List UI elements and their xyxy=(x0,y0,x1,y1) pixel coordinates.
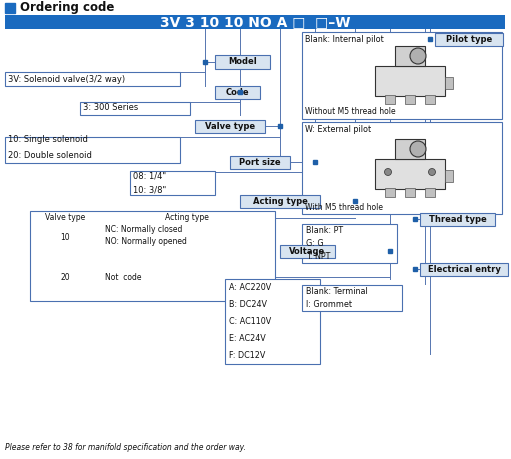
Text: 08: 1/4": 08: 1/4" xyxy=(133,172,166,180)
Text: Valve type: Valve type xyxy=(45,213,85,223)
Text: Please refer to 38 for manifold specification and the order way.: Please refer to 38 for manifold specific… xyxy=(5,442,246,452)
Circle shape xyxy=(410,48,426,64)
Bar xyxy=(5,3,15,13)
Bar xyxy=(80,102,190,115)
Bar xyxy=(385,95,395,104)
Bar xyxy=(280,245,335,258)
Text: Ordering code: Ordering code xyxy=(20,1,114,15)
Bar xyxy=(395,139,425,159)
Bar xyxy=(302,285,402,311)
Text: 20: Double solenoid: 20: Double solenoid xyxy=(8,151,92,161)
Bar xyxy=(445,170,453,182)
Text: C: AC110V: C: AC110V xyxy=(229,317,271,326)
Text: Port size: Port size xyxy=(239,158,281,167)
Text: 3: 300 Series: 3: 300 Series xyxy=(83,103,138,112)
Text: E: AC24V: E: AC24V xyxy=(229,334,266,343)
Bar xyxy=(375,159,445,189)
Text: Blank: Terminal: Blank: Terminal xyxy=(306,287,368,296)
Text: With M5 thread hole: With M5 thread hole xyxy=(305,202,383,212)
Bar xyxy=(395,46,425,66)
Bar xyxy=(425,188,435,197)
Text: Not  code: Not code xyxy=(105,274,142,282)
Bar xyxy=(375,66,445,96)
Text: Voltage: Voltage xyxy=(289,247,326,256)
Bar xyxy=(425,95,435,104)
Circle shape xyxy=(410,141,426,157)
Bar xyxy=(302,122,502,214)
Text: Acting type: Acting type xyxy=(252,197,308,206)
Circle shape xyxy=(384,168,391,175)
Text: NO: Normally opened: NO: Normally opened xyxy=(105,236,187,246)
Text: 10: Single solenoid: 10: Single solenoid xyxy=(8,134,88,144)
Bar xyxy=(195,120,265,133)
Text: 10: 10 xyxy=(60,233,70,241)
Circle shape xyxy=(429,168,435,175)
Text: G: G: G: G xyxy=(306,239,323,248)
Text: Pilot type: Pilot type xyxy=(446,35,492,44)
Text: Without M5 thread hole: Without M5 thread hole xyxy=(305,106,396,116)
Text: T: NPT: T: NPT xyxy=(306,252,331,261)
Bar xyxy=(302,32,502,119)
Text: Model: Model xyxy=(228,57,257,67)
Bar xyxy=(5,137,180,163)
Text: Valve type: Valve type xyxy=(205,122,255,131)
Bar xyxy=(5,72,180,86)
Bar xyxy=(130,171,215,195)
Text: I: Grommet: I: Grommet xyxy=(306,300,352,309)
Bar xyxy=(385,188,395,197)
Text: 3V: Solenoid valve(3/2 way): 3V: Solenoid valve(3/2 way) xyxy=(8,74,125,84)
Text: W: External pilot: W: External pilot xyxy=(305,124,371,134)
Bar xyxy=(445,77,453,89)
Text: F: DC12V: F: DC12V xyxy=(229,351,265,360)
Text: Electrical entry: Electrical entry xyxy=(428,265,500,274)
Bar xyxy=(420,263,508,276)
Text: Thread type: Thread type xyxy=(429,215,486,224)
Bar xyxy=(420,213,495,226)
Bar xyxy=(405,188,415,197)
Bar xyxy=(30,211,275,301)
Text: 20: 20 xyxy=(60,274,70,282)
Text: 10: 3/8": 10: 3/8" xyxy=(133,185,166,195)
Bar xyxy=(240,195,320,208)
Bar xyxy=(302,224,397,263)
Text: B: DC24V: B: DC24V xyxy=(229,300,267,309)
Text: 3V 3 10 10 NO A □  □–W: 3V 3 10 10 NO A □ □–W xyxy=(160,15,350,29)
Bar xyxy=(215,55,270,69)
Bar xyxy=(405,95,415,104)
Text: NC: Normally closed: NC: Normally closed xyxy=(105,224,182,234)
Text: Blank: PT: Blank: PT xyxy=(306,226,343,235)
Text: A: AC220V: A: AC220V xyxy=(229,283,271,292)
Text: Code: Code xyxy=(226,88,249,97)
Bar xyxy=(230,156,290,169)
Bar xyxy=(215,86,260,99)
Bar xyxy=(225,279,320,364)
Bar xyxy=(435,33,503,46)
Text: Blank: Internal pilot: Blank: Internal pilot xyxy=(305,34,384,44)
Text: Acting type: Acting type xyxy=(165,213,209,223)
Bar xyxy=(5,15,505,29)
